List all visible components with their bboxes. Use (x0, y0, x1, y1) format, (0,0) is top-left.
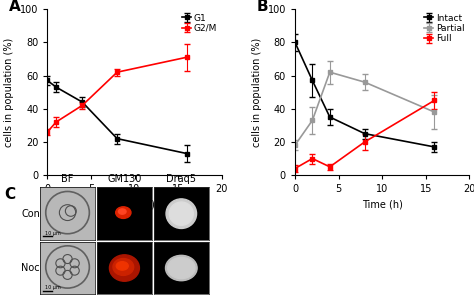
Text: Con: Con (21, 209, 40, 219)
Circle shape (166, 199, 197, 228)
Ellipse shape (113, 259, 134, 275)
Text: 10 μm: 10 μm (45, 231, 60, 236)
Ellipse shape (118, 209, 126, 214)
Text: GM130: GM130 (107, 174, 142, 184)
Text: B: B (256, 0, 268, 14)
Ellipse shape (116, 262, 128, 270)
Ellipse shape (165, 255, 197, 281)
Text: A: A (9, 0, 21, 14)
Text: C: C (5, 187, 16, 202)
X-axis label: Time (h): Time (h) (362, 200, 402, 210)
Ellipse shape (168, 257, 195, 278)
Text: Draq5: Draq5 (166, 174, 196, 184)
Text: BF: BF (61, 174, 74, 184)
Legend: G1, G2/M: G1, G2/M (182, 14, 217, 33)
Y-axis label: cells in population (%): cells in population (%) (252, 37, 262, 147)
Ellipse shape (109, 255, 139, 281)
Text: Noc: Noc (21, 263, 40, 273)
Y-axis label: cells in population (%): cells in population (%) (4, 37, 14, 147)
Ellipse shape (116, 207, 131, 218)
Circle shape (169, 202, 193, 225)
Text: 10 μm: 10 μm (45, 285, 60, 290)
Legend: Intact, Partial, Full: Intact, Partial, Full (424, 14, 465, 43)
X-axis label: Time (h): Time (h) (114, 200, 155, 210)
